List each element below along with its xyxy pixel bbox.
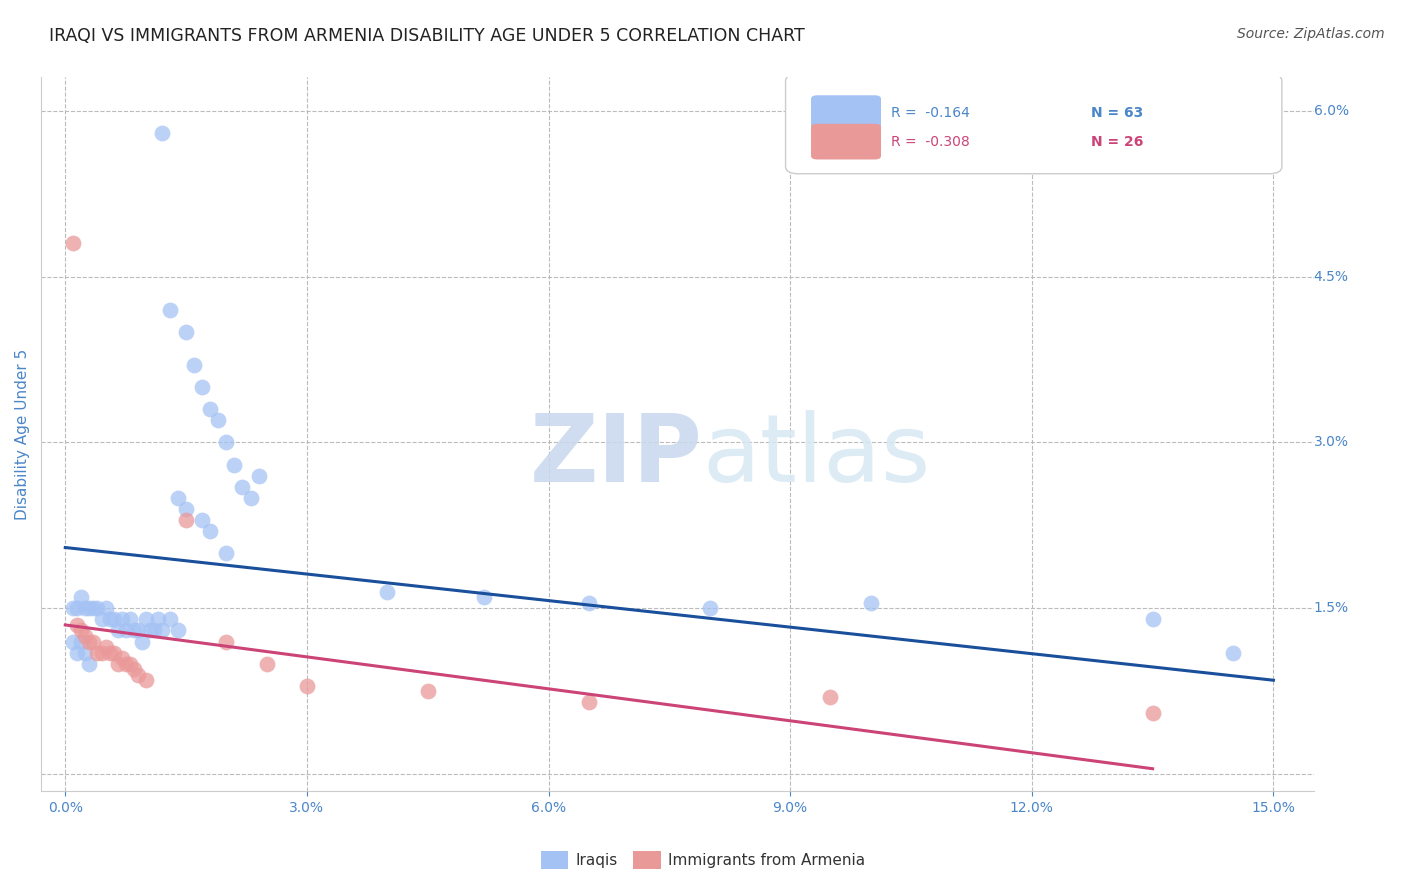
Point	[578, 695, 600, 709]
Point	[377, 584, 399, 599]
Point	[295, 679, 318, 693]
Point	[150, 624, 173, 638]
Point	[1222, 646, 1244, 660]
Point	[191, 513, 214, 527]
Point	[159, 612, 181, 626]
Point	[135, 673, 157, 688]
Text: 3.0%: 3.0%	[1313, 435, 1348, 450]
Point	[90, 612, 112, 626]
Point	[146, 612, 169, 626]
Point	[86, 646, 108, 660]
Point	[174, 501, 197, 516]
Point	[122, 662, 145, 676]
Point	[191, 380, 214, 394]
Point	[224, 458, 246, 472]
Y-axis label: Disability Age Under 5: Disability Age Under 5	[15, 349, 30, 520]
Point	[62, 634, 84, 648]
Point	[79, 634, 101, 648]
Point	[127, 667, 149, 681]
Text: atlas: atlas	[703, 409, 931, 501]
Point	[107, 624, 129, 638]
Point	[135, 612, 157, 626]
Point	[79, 601, 101, 615]
Point	[79, 657, 101, 671]
Point	[239, 491, 262, 505]
Point	[127, 624, 149, 638]
Point	[1142, 612, 1164, 626]
Point	[256, 657, 278, 671]
Point	[215, 435, 238, 450]
Point	[150, 126, 173, 140]
Point	[207, 413, 229, 427]
Text: 4.5%: 4.5%	[1313, 269, 1348, 284]
Point	[114, 657, 136, 671]
Point	[75, 629, 97, 643]
FancyBboxPatch shape	[786, 74, 1282, 174]
Point	[174, 513, 197, 527]
Point	[90, 646, 112, 660]
Point	[174, 325, 197, 339]
Point	[62, 236, 84, 251]
Point	[699, 601, 721, 615]
Point	[111, 651, 134, 665]
Point	[231, 480, 253, 494]
Point	[66, 646, 89, 660]
Point	[215, 546, 238, 560]
Point	[98, 612, 121, 626]
Point	[167, 491, 190, 505]
Point	[118, 657, 141, 671]
Point	[62, 601, 84, 615]
Point	[107, 657, 129, 671]
Text: IRAQI VS IMMIGRANTS FROM ARMENIA DISABILITY AGE UNDER 5 CORRELATION CHART: IRAQI VS IMMIGRANTS FROM ARMENIA DISABIL…	[49, 27, 806, 45]
Point	[859, 596, 882, 610]
FancyBboxPatch shape	[811, 124, 882, 160]
Text: N = 26: N = 26	[1091, 135, 1143, 149]
Point	[70, 634, 93, 648]
Point	[472, 591, 495, 605]
Point	[111, 612, 134, 626]
Point	[75, 646, 97, 660]
Point	[86, 601, 108, 615]
Text: N = 63: N = 63	[1091, 106, 1143, 120]
FancyBboxPatch shape	[811, 95, 882, 131]
Text: Source: ZipAtlas.com: Source: ZipAtlas.com	[1237, 27, 1385, 41]
Point	[114, 624, 136, 638]
Legend: Iraqis, Immigrants from Armenia: Iraqis, Immigrants from Armenia	[534, 845, 872, 875]
Point	[66, 601, 89, 615]
Point	[98, 646, 121, 660]
Point	[122, 624, 145, 638]
Text: R =  -0.308: R = -0.308	[891, 135, 970, 149]
Text: 6.0%: 6.0%	[1313, 103, 1348, 118]
Point	[94, 601, 117, 615]
Point	[215, 634, 238, 648]
Text: 1.5%: 1.5%	[1313, 601, 1348, 615]
Point	[200, 402, 222, 417]
Point	[82, 634, 104, 648]
Point	[94, 640, 117, 654]
Point	[118, 612, 141, 626]
Point	[416, 684, 439, 698]
Point	[103, 612, 125, 626]
Point	[1142, 706, 1164, 721]
Point	[167, 624, 190, 638]
Point	[183, 358, 205, 372]
Point	[200, 524, 222, 538]
Point	[131, 634, 153, 648]
Point	[70, 591, 93, 605]
Point	[82, 601, 104, 615]
Text: ZIP: ZIP	[530, 409, 703, 501]
Point	[142, 624, 165, 638]
Point	[75, 601, 97, 615]
Point	[66, 618, 89, 632]
Point	[103, 646, 125, 660]
Point	[70, 624, 93, 638]
Point	[578, 596, 600, 610]
Point	[820, 690, 842, 704]
Point	[139, 624, 162, 638]
Point	[247, 468, 270, 483]
Text: R =  -0.164: R = -0.164	[891, 106, 970, 120]
Point	[159, 302, 181, 317]
